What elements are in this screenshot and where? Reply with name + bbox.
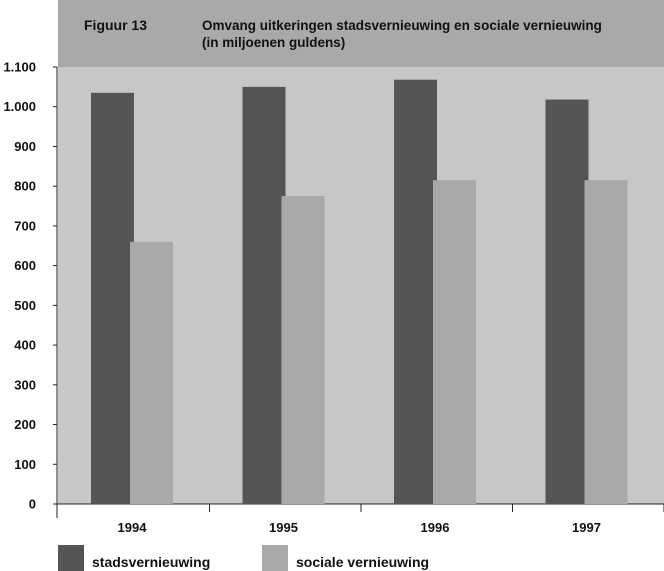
legend-item-sociale-vernieuwing: sociale vernieuwing	[262, 545, 429, 571]
y-tick-label-500: 500	[14, 298, 36, 313]
legend-swatch-sociale-vernieuwing	[262, 545, 288, 571]
bar-stadsvernieuwing-1996	[394, 79, 437, 504]
legend-item-stadsvernieuwing: stadsvernieuwing	[58, 545, 210, 571]
y-tick-label-200: 200	[14, 417, 36, 432]
bar-sociale-vernieuwing-1994	[130, 241, 173, 505]
x-tick-label-1996: 1996	[421, 520, 450, 535]
y-tick-label-1-000: 1.000	[3, 99, 36, 114]
legend-label-stadsvernieuwing: stadsvernieuwing	[92, 554, 211, 570]
y-tick-label-300: 300	[14, 377, 36, 392]
figure-label: Figuur 13	[84, 17, 148, 33]
y-tick-label-900: 900	[14, 139, 36, 154]
y-tick-label-700: 700	[14, 218, 36, 233]
bar-sociale-vernieuwing-1995	[281, 196, 325, 504]
chart-title-line-1: Omvang uitkeringen stadsvernieuwing en s…	[202, 18, 602, 33]
x-tick-label-1994: 1994	[118, 520, 148, 535]
y-tick-label-600: 600	[14, 258, 36, 273]
y-tick-label-800: 800	[14, 179, 36, 194]
chart-header: Figuur 13 Omvang uitkeringen stadsvernie…	[58, 0, 664, 67]
y-tick-label-100: 100	[14, 457, 36, 472]
bar-stadsvernieuwing-1994	[91, 92, 134, 504]
legend-swatch-stadsvernieuwing	[58, 545, 84, 571]
legend-label-sociale-vernieuwing: sociale vernieuwing	[296, 554, 430, 570]
chart-title: Omvang uitkeringen stadsvernieuwing en s…	[202, 17, 602, 51]
bar-sociale-vernieuwing-1997	[584, 180, 628, 505]
bar-stadsvernieuwing-1995	[242, 86, 286, 504]
y-tick-label-1-100: 1.100	[3, 60, 36, 75]
chart-title-line-2: (in miljoenen guldens)	[202, 35, 346, 50]
y-tick-label-400: 400	[14, 338, 36, 353]
y-tick-label-0: 0	[29, 497, 36, 512]
bar-stadsvernieuwing-1997	[545, 99, 589, 505]
x-tick-label-1995: 1995	[269, 520, 298, 535]
x-tick-label-1997: 1997	[572, 520, 601, 535]
bar-sociale-vernieuwing-1996	[433, 180, 476, 505]
